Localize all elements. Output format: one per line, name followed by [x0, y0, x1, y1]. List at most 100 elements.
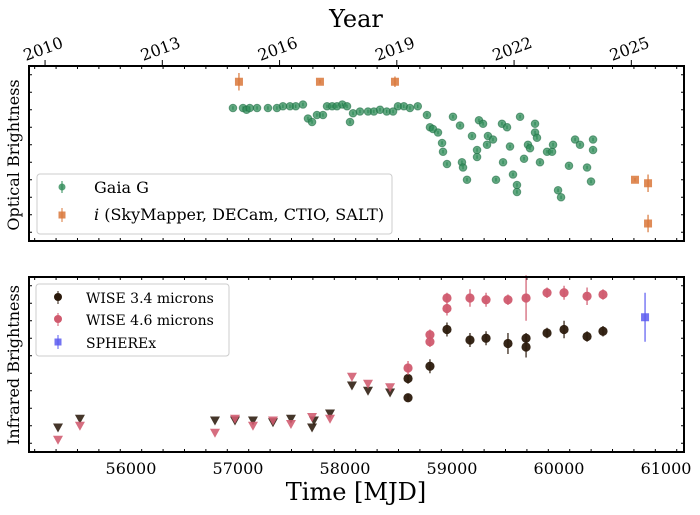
legend-i-label: i (SkyMapper, DECam, CTIO, SALT): [94, 205, 384, 224]
upper-limit-triangle: [229, 414, 240, 424]
data-point: [598, 326, 608, 336]
year-tick-label: 2013: [138, 33, 183, 65]
upper-limit-triangle: [52, 435, 63, 445]
data-point: [530, 119, 540, 129]
legend-wise1-marker: [54, 293, 62, 301]
x-tick-label: 58000: [320, 459, 371, 478]
data-point: [502, 122, 512, 132]
data-point-square: [315, 77, 324, 86]
data-point: [458, 163, 468, 172]
upper-limit-triangle: [285, 420, 296, 429]
bottom-panel-frame: [28, 276, 685, 453]
data-point: [263, 103, 273, 113]
data-point: [521, 293, 531, 303]
bottom-legend: WISE 3.4 microns WISE 4.6 microns SPHERE…: [35, 283, 230, 357]
upper-limit-triangle: [209, 416, 220, 426]
data-point: [403, 393, 413, 403]
data-point: [465, 335, 475, 345]
upper-limit-triangle: [346, 372, 357, 382]
data-point: [598, 289, 608, 300]
data-point: [472, 145, 482, 155]
x-tick-label: 60000: [534, 459, 585, 478]
upper-limit-triangle: [363, 379, 374, 389]
top-panel-ylabel: Optical Brightness: [4, 79, 23, 230]
legend-wise2-label: WISE 4.6 microns: [86, 313, 214, 329]
year-tick-label: 2019: [373, 33, 418, 65]
data-point: [438, 147, 448, 157]
data-point-square: [641, 313, 650, 322]
data-point: [245, 103, 255, 113]
data-point: [556, 192, 566, 202]
x-tick-label: 56000: [106, 459, 157, 478]
data-point: [559, 288, 569, 298]
data-point: [405, 103, 415, 113]
legend-spherex-label: SPHEREx: [86, 336, 156, 352]
upper-limit-triangle: [385, 383, 396, 393]
x-tick-label: 59000: [427, 459, 478, 478]
data-point: [455, 121, 465, 130]
data-point: [588, 145, 598, 155]
legend-wise2-marker: [54, 315, 62, 323]
data-point: [472, 152, 482, 162]
data-point: [465, 293, 475, 303]
data-point: [542, 328, 552, 338]
data-point: [547, 147, 557, 157]
year-tick-label: 2016: [255, 33, 300, 65]
data-point: [512, 187, 522, 197]
data-point: [481, 333, 491, 343]
data-point: [519, 154, 529, 164]
data-point: [503, 338, 513, 349]
data-point: [521, 342, 531, 352]
data-point: [508, 170, 518, 179]
data-point-square: [644, 219, 653, 228]
upper-limit-triangle: [247, 421, 258, 431]
year-tick-label: 2010: [21, 33, 66, 65]
data-point: [318, 110, 328, 120]
data-point: [512, 180, 522, 190]
upper-limit-triangle: [267, 416, 278, 426]
data-point: [559, 324, 569, 335]
data-point: [582, 163, 592, 172]
data-point: [503, 295, 513, 305]
upper-limit-triangle: [325, 409, 336, 419]
data-point: [442, 293, 452, 303]
data-point: [532, 133, 542, 143]
data-point: [342, 101, 352, 111]
data-point-square: [390, 77, 399, 86]
legend-gaia-marker: [58, 183, 66, 191]
data-point: [515, 112, 525, 122]
data-point: [498, 157, 508, 167]
data-point: [482, 140, 492, 150]
data-point: [291, 101, 301, 111]
data-point: [228, 103, 238, 113]
data-point: [442, 159, 452, 169]
data-point: [525, 143, 535, 153]
upper-limit-triangle: [209, 428, 220, 438]
legend-gaia-label: Gaia G: [94, 178, 149, 197]
data-point: [575, 140, 585, 150]
upper-limit-triangle: [363, 386, 374, 396]
data-point: [588, 135, 598, 144]
data-point: [542, 288, 552, 298]
data-point: [582, 291, 592, 301]
data-point: [535, 157, 545, 167]
data-point: [425, 337, 435, 347]
data-point: [403, 363, 413, 373]
data-point: [488, 135, 498, 144]
data-point: [403, 373, 413, 384]
data-point: [548, 140, 558, 150]
upper-limit-triangle: [385, 388, 396, 398]
data-point: [345, 117, 355, 127]
legend-spherex-marker: [54, 338, 62, 346]
upper-limit-triangle: [307, 423, 318, 433]
upper-limit-triangle: [247, 416, 258, 426]
x-axis-label: Time [MJD]: [286, 478, 426, 506]
legend-wise1-label: WISE 3.4 microns: [86, 291, 214, 307]
x-tick-label: 57000: [213, 459, 264, 478]
data-point-square: [234, 77, 243, 86]
data-point: [252, 103, 262, 113]
data-point: [388, 107, 398, 116]
upper-limit-triangle: [74, 414, 85, 424]
data-point: [278, 101, 288, 111]
